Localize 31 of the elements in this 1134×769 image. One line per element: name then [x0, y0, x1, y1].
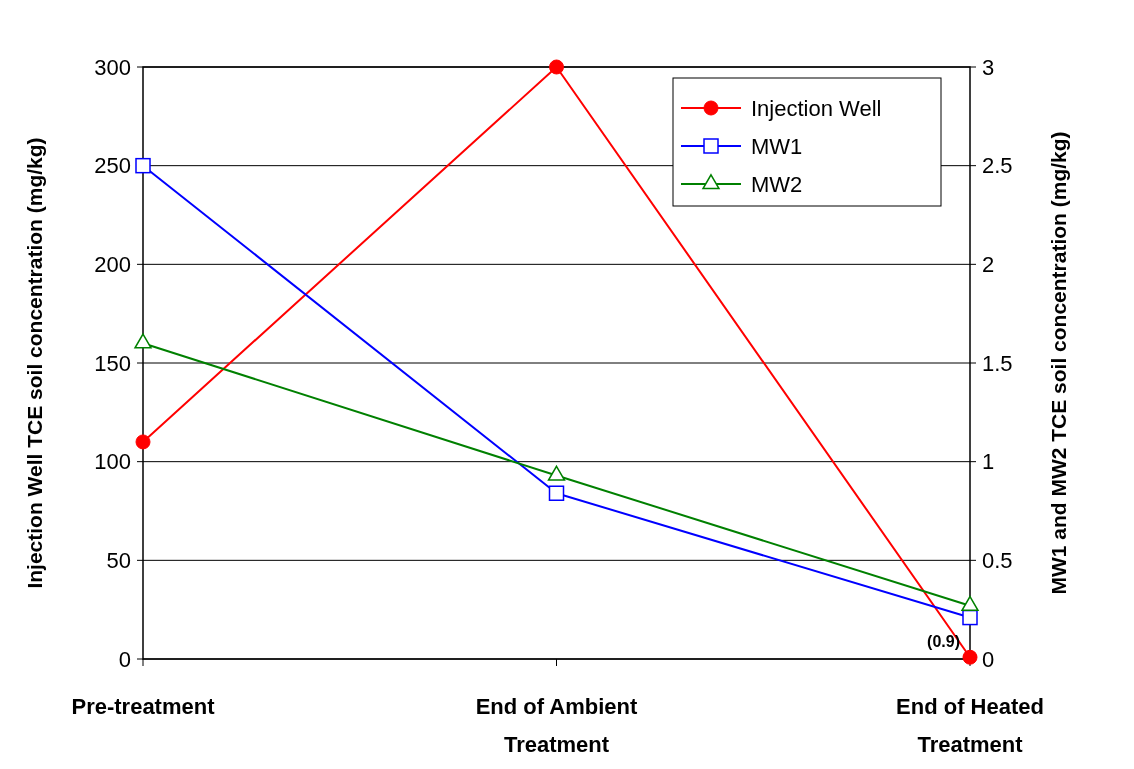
- x-tick-label: End of Heated Treatment: [896, 694, 1044, 757]
- legend-label: MW1: [751, 133, 803, 159]
- point: [548, 485, 565, 501]
- point: [961, 595, 979, 612]
- y-tick-label: 250: [94, 153, 131, 179]
- point: [135, 434, 151, 450]
- y-tick-label: 200: [94, 252, 131, 278]
- y-axis-title: Injection Well TCE soil concentration (mg/kg): [23, 137, 46, 589]
- point: [549, 59, 564, 75]
- y2-tick-label: 1: [982, 449, 995, 475]
- annotation: (0.9): [927, 633, 960, 651]
- y2-tick-label: 0.5: [982, 548, 1013, 574]
- y2-tick-label: 1.5: [982, 350, 1013, 376]
- y2-axis-title: MW1 and MW2 TCE soil concentration (mg/kg): [1047, 131, 1070, 595]
- point: [962, 649, 978, 665]
- y-tick-label: 100: [94, 449, 131, 475]
- y2-tick-label: 3: [982, 54, 995, 80]
- y-tick-label: 300: [94, 54, 131, 80]
- y-tick-label: 0: [118, 646, 131, 672]
- y2-tick-label: 2.5: [982, 153, 1013, 179]
- y-tick-label: 50: [106, 548, 131, 574]
- legend-label: MW2: [751, 171, 803, 197]
- y2-tick-label: 0: [982, 646, 995, 672]
- point: [134, 333, 152, 349]
- point: [135, 157, 151, 174]
- x-tick-label: Pre-treatment: [71, 694, 216, 719]
- point: [547, 465, 566, 481]
- y2-tick-label: 2: [982, 252, 995, 278]
- y-tick-label: 150: [94, 350, 131, 376]
- legend-label: Injection Well: [751, 95, 882, 121]
- x-tick-label: End of Ambient Treatment: [475, 694, 639, 757]
